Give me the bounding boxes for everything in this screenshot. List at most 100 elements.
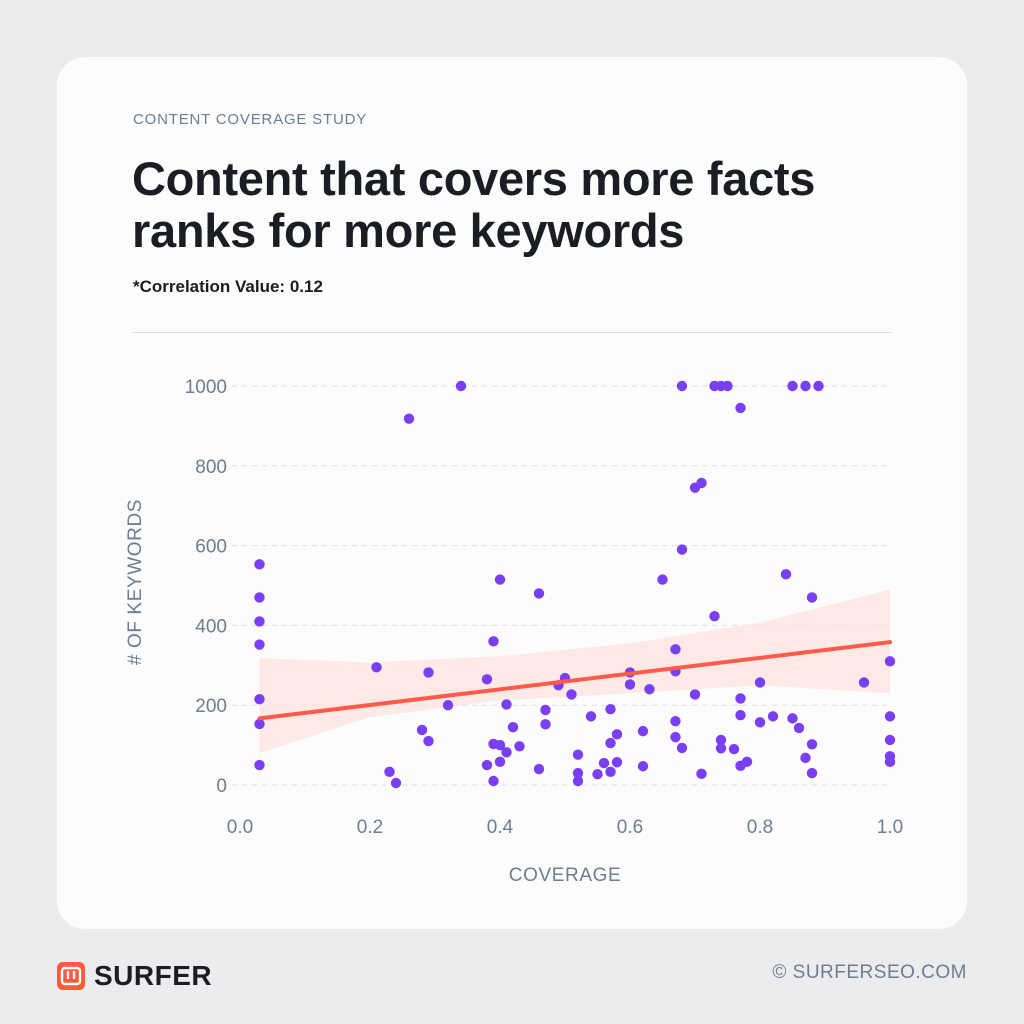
data-point — [494, 756, 506, 768]
x-tick-label: 0.8 — [747, 817, 773, 838]
chart-card: CONTENT COVERAGE STUDY Content that cove… — [57, 57, 967, 929]
data-point — [254, 759, 265, 771]
data-point — [423, 735, 434, 747]
data-point — [455, 380, 467, 392]
data-point — [254, 639, 265, 650]
data-point — [754, 717, 766, 728]
data-point — [657, 574, 668, 585]
data-point — [644, 684, 655, 695]
y-axis-ticks: 0 200 400 600 800 1000 — [185, 377, 227, 797]
data-point — [780, 569, 792, 580]
data-point — [800, 752, 811, 764]
data-points — [254, 380, 896, 789]
surfer-logo-icon — [57, 962, 85, 990]
data-point — [696, 768, 707, 780]
x-tick-label: 0.2 — [357, 817, 383, 838]
data-point — [735, 693, 746, 704]
data-point — [605, 703, 616, 715]
data-point — [598, 757, 610, 769]
data-point — [767, 711, 779, 722]
data-point — [806, 739, 818, 750]
data-point — [676, 544, 688, 555]
site-url: © SURFERSEO.COM — [772, 962, 967, 983]
data-point — [676, 380, 688, 392]
x-axis-label: COVERAGE — [509, 865, 622, 886]
data-point — [754, 677, 766, 688]
data-point — [501, 747, 512, 758]
data-point — [611, 757, 623, 768]
data-point — [442, 700, 454, 711]
data-point — [884, 711, 896, 722]
data-point — [371, 662, 382, 673]
data-point — [735, 402, 746, 414]
data-point — [403, 413, 415, 424]
data-point — [715, 743, 727, 754]
data-point — [488, 636, 499, 647]
data-point — [793, 722, 805, 734]
data-point — [689, 689, 701, 700]
x-tick-label: 0.4 — [487, 817, 514, 838]
x-tick-label: 0.6 — [617, 817, 643, 838]
y-axis-label: # OF KEYWORDS — [125, 499, 146, 665]
data-point — [605, 766, 616, 778]
data-point — [735, 709, 746, 721]
data-point — [806, 767, 818, 779]
divider — [133, 332, 891, 333]
y-tick-label: 0 — [216, 776, 227, 797]
y-tick-label: 600 — [195, 537, 227, 558]
data-point — [787, 713, 798, 724]
data-point — [884, 734, 896, 746]
eyebrow-label: CONTENT COVERAGE STUDY — [133, 111, 368, 128]
data-point — [715, 734, 727, 746]
data-point — [540, 719, 551, 730]
y-tick-label: 200 — [195, 696, 227, 717]
data-point — [787, 380, 798, 392]
data-point — [696, 477, 707, 489]
y-tick-label: 1000 — [185, 377, 227, 398]
chart-title: Content that covers more facts ranks for… — [132, 152, 816, 257]
data-point — [585, 711, 597, 722]
data-point — [676, 742, 688, 754]
x-tick-label: 0.0 — [227, 817, 253, 838]
data-point — [423, 667, 434, 678]
data-point — [884, 656, 896, 667]
data-point — [384, 766, 395, 778]
data-point — [709, 611, 720, 622]
data-point — [514, 741, 525, 752]
data-point — [605, 737, 616, 749]
data-point — [501, 699, 512, 710]
data-point — [254, 694, 265, 705]
data-point — [813, 380, 824, 392]
data-point — [637, 761, 649, 772]
data-point — [540, 704, 551, 716]
data-point — [254, 559, 265, 570]
data-point — [507, 721, 519, 733]
data-point — [481, 759, 493, 771]
data-point — [800, 380, 811, 392]
brand-name: SURFER — [94, 960, 213, 991]
data-point — [481, 674, 493, 685]
data-point — [488, 775, 499, 787]
x-axis-ticks: 0.0 0.2 0.4 0.6 0.8 1.0 — [227, 817, 903, 838]
data-point — [494, 574, 506, 585]
data-point — [858, 677, 870, 688]
data-point — [624, 679, 636, 690]
data-point — [592, 769, 603, 780]
data-point — [572, 749, 584, 760]
data-point — [722, 380, 733, 392]
data-point — [494, 739, 506, 751]
correlation-note: *Correlation Value: 0.12 — [133, 277, 323, 296]
confidence-band — [259, 589, 890, 754]
data-point — [611, 729, 623, 740]
x-tick-label: 1.0 — [877, 817, 903, 838]
data-point — [533, 763, 545, 775]
data-point — [390, 777, 402, 789]
y-tick-label: 800 — [195, 457, 227, 478]
data-point — [254, 592, 265, 603]
data-point — [728, 743, 740, 755]
data-point — [254, 616, 265, 627]
data-point — [741, 756, 753, 768]
data-point — [670, 644, 681, 655]
trend-line — [257, 640, 892, 721]
